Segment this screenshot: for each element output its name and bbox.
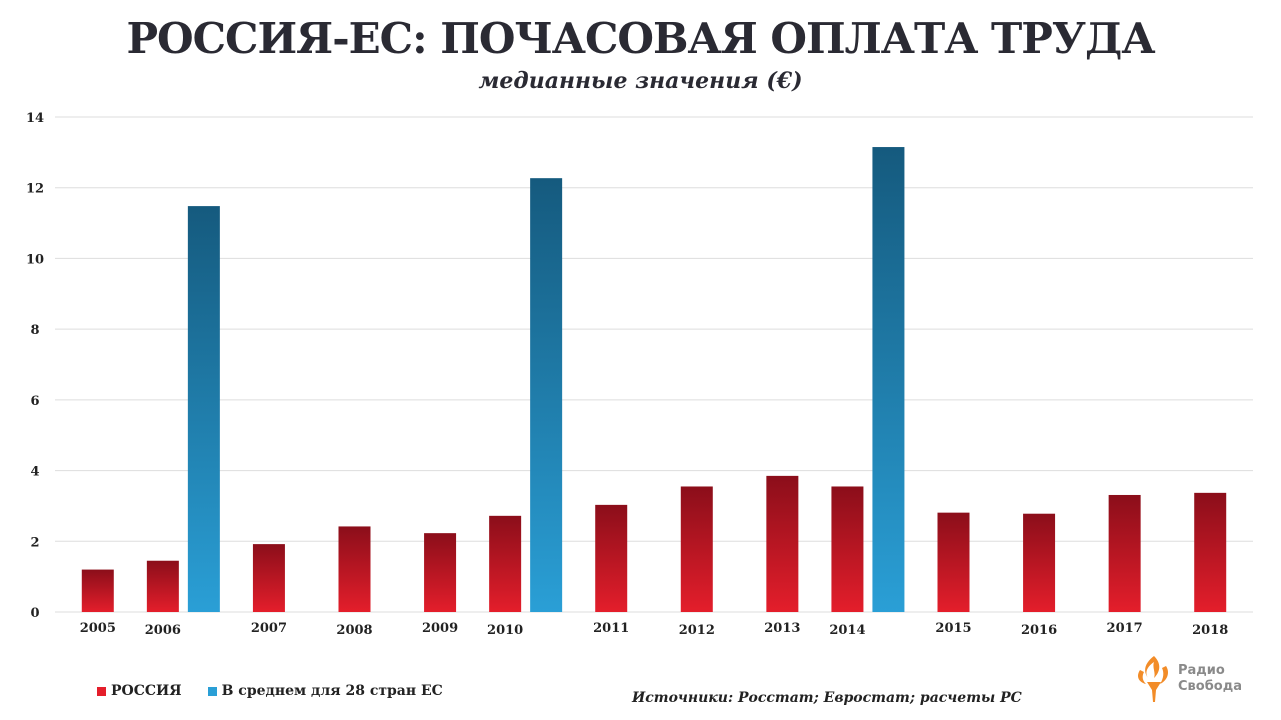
bar-eu-2014	[872, 147, 905, 612]
bar-russia-2005	[81, 569, 114, 612]
x-tick-label-2014: 2014	[829, 623, 865, 638]
x-tick-label-2008: 2008	[336, 623, 372, 638]
legend-swatch-eu	[207, 686, 217, 696]
bars	[81, 147, 1227, 613]
gridlines	[55, 116, 1253, 613]
legend-item-eu: В среднем для 28 стран ЕС	[207, 683, 443, 699]
chart-title: РОССИЯ-ЕС: ПОЧАСОВАЯ ОПЛАТА ТРУДА	[126, 14, 1155, 63]
source-note: Источники: Росстат; Евростат; расчеты РС	[632, 690, 1022, 706]
logo-text-svoboda: Свобода	[1178, 679, 1242, 694]
bar-russia-2011	[595, 504, 628, 612]
legend-item-russia: РОССИЯ	[97, 683, 182, 699]
y-tick-label: 10	[26, 252, 44, 267]
bar-russia-2007	[252, 544, 285, 612]
x-tick-label-2007: 2007	[251, 621, 287, 636]
y-tick-label: 8	[30, 323, 39, 338]
bar-russia-2009	[424, 533, 457, 612]
bar-eu-2006	[187, 206, 220, 612]
bar-russia-2010	[489, 515, 522, 612]
x-tick-label-2005: 2005	[80, 621, 116, 636]
y-tick-label: 14	[26, 111, 44, 126]
legend-label-eu: В среднем для 28 стран ЕС	[221, 683, 443, 699]
bar-russia-2014	[831, 486, 864, 612]
y-tick-label: 4	[30, 465, 39, 480]
torch-flame-icon	[1138, 656, 1168, 702]
x-tick-label-2012: 2012	[679, 623, 715, 638]
x-tick-label-2010: 2010	[487, 623, 523, 638]
logo-text-radio: Радио	[1178, 663, 1225, 678]
x-tick-label-2006: 2006	[145, 623, 181, 638]
y-tick-label: 6	[30, 394, 39, 409]
legend-swatch-russia	[97, 686, 106, 696]
y-tick-label: 2	[30, 535, 39, 550]
x-tick-label-2015: 2015	[935, 621, 971, 636]
bar-russia-2017	[1108, 494, 1141, 612]
x-tick-label-2013: 2013	[764, 621, 800, 636]
legend-label-russia: РОССИЯ	[111, 683, 182, 699]
y-tick-label: 0	[30, 606, 39, 621]
radio-svoboda-logo: Радио Свобода	[1134, 652, 1244, 704]
bar-eu-2010	[530, 178, 563, 613]
bar-russia-2016	[1023, 513, 1056, 612]
x-tick-label-2009: 2009	[422, 621, 458, 636]
bar-russia-2013	[766, 475, 799, 612]
x-tick-label-2016: 2016	[1021, 623, 1057, 638]
bar-russia-2018	[1194, 492, 1227, 612]
y-tick-label: 12	[26, 182, 44, 197]
x-tick-label-2011: 2011	[593, 621, 629, 636]
bar-russia-2006	[146, 560, 179, 612]
bar-russia-2015	[937, 512, 970, 612]
legend: РОССИЯ В среднем для 28 стран ЕС	[97, 683, 469, 699]
axis-labels: 0 2 4 6 8 10 12 14 2005 2006 2007 2008 2009 2010 2011 2…	[26, 111, 1228, 638]
chart-subtitle: медианные значения (€)	[478, 68, 803, 94]
bar-russia-2008	[338, 526, 371, 612]
x-tick-label-2017: 2017	[1107, 621, 1143, 636]
bar-russia-2012	[680, 486, 713, 612]
x-tick-label-2018: 2018	[1192, 623, 1228, 638]
